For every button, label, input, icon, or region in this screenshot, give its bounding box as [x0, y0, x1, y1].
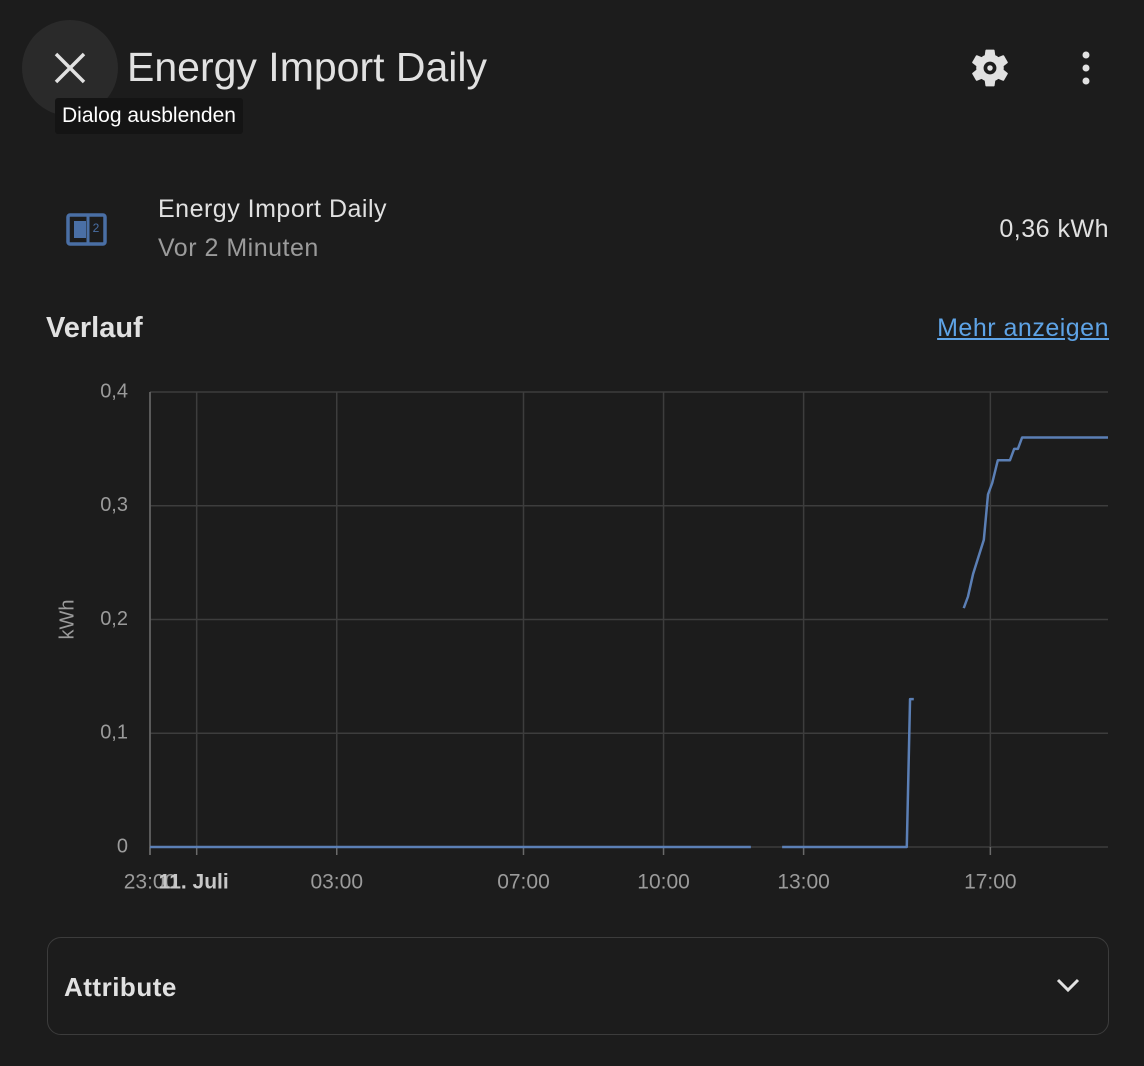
svg-text:2: 2 [93, 221, 100, 235]
history-heading: Verlauf [46, 312, 143, 344]
settings-icon[interactable] [968, 46, 1012, 90]
close-icon [54, 52, 86, 84]
y-tick-label: 0,4 [100, 380, 128, 402]
last-changed: Vor 2 Minuten [158, 234, 319, 262]
entity-name: Energy Import Daily [158, 195, 388, 223]
dialog-title: Energy Import Daily [127, 44, 488, 90]
x-tick-label: 11. Juli [159, 871, 229, 894]
y-axis-label: kWh [56, 600, 78, 640]
more-link[interactable]: Mehr anzeigen [937, 314, 1109, 342]
x-tick-label: 23:00 [124, 871, 177, 894]
x-tick-label: 03:00 [310, 871, 363, 894]
more-menu-icon[interactable] [1072, 48, 1100, 88]
data-line [150, 436, 1108, 849]
attributes-panel[interactable] [47, 937, 1109, 1035]
counter-icon: 2 [66, 213, 107, 246]
attributes-heading: Attribute [64, 972, 177, 1002]
y-tick-label: 0 [117, 835, 128, 857]
y-tick-label: 0,2 [100, 608, 128, 630]
x-tick-label: 10:00 [637, 871, 690, 894]
expand-icon [1056, 978, 1080, 993]
x-tick-label: 07:00 [497, 871, 550, 894]
x-tick-label: 13:00 [777, 871, 830, 894]
y-tick-label: 0,3 [100, 494, 128, 516]
x-tick-label: 17:00 [964, 871, 1017, 894]
tooltip: Dialog ausblenden [55, 98, 243, 134]
y-tick-label: 0,1 [100, 722, 128, 744]
entity-state: 0,36 kWh [999, 215, 1109, 243]
